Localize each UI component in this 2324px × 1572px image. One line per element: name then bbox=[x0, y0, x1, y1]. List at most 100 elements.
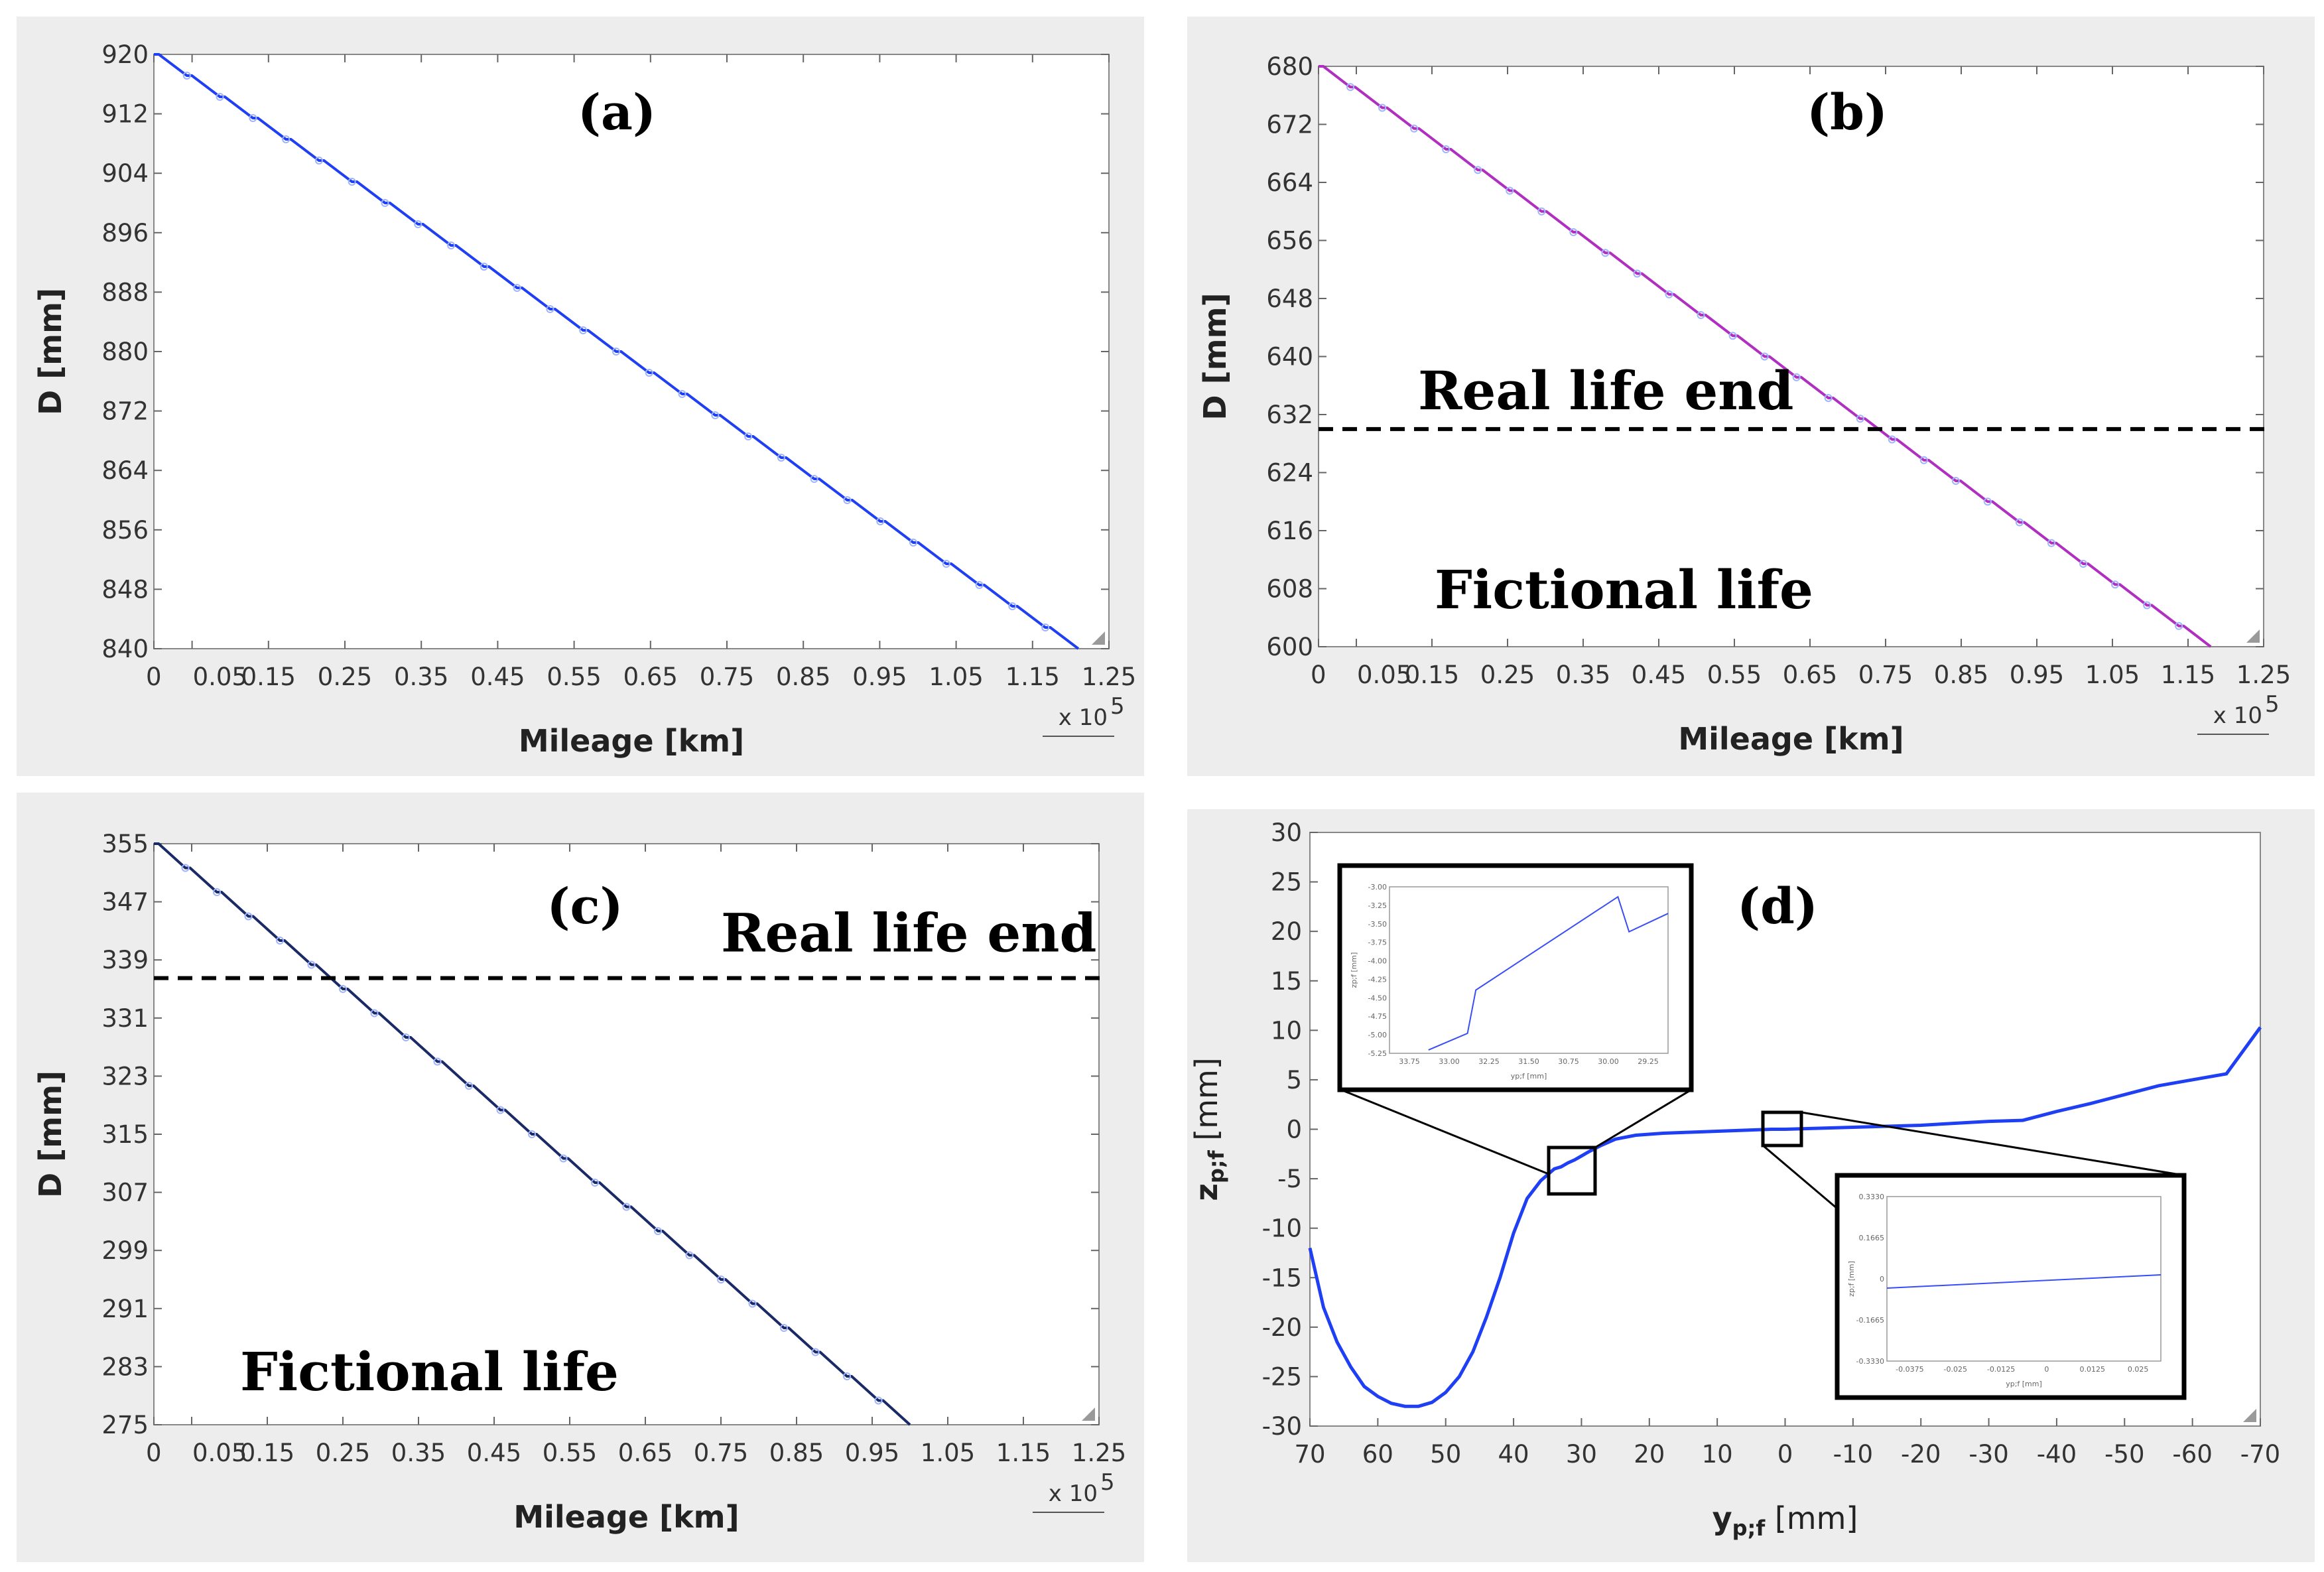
series-marker-a bbox=[744, 432, 753, 440]
y-tick-label: 299 bbox=[101, 1236, 149, 1265]
series-marker-b bbox=[2079, 560, 2088, 568]
x-tick-label: 0.35 bbox=[1556, 661, 1610, 689]
series-marker-b bbox=[1633, 269, 1642, 278]
x-tick-label: 0.65 bbox=[623, 663, 678, 691]
y-tick-label: 896 bbox=[101, 219, 149, 247]
series-marker-b bbox=[1919, 456, 1928, 464]
series-marker-c bbox=[685, 1251, 694, 1260]
series-marker-b bbox=[1951, 477, 1960, 485]
inset-y-tick-label: -0.3330 bbox=[1856, 1357, 1884, 1366]
series-marker-c bbox=[339, 985, 347, 993]
inset-x-axis-label: yp;f [mm] bbox=[2006, 1380, 2042, 1388]
x-tick-label: -70 bbox=[2240, 1440, 2280, 1469]
x-tick-label: 50 bbox=[1430, 1440, 1461, 1469]
series-marker-a bbox=[216, 93, 224, 101]
x-tick-label: 1.15 bbox=[996, 1439, 1051, 1467]
resize-corner-icon bbox=[2246, 629, 2260, 643]
series-marker-c bbox=[307, 960, 316, 969]
inset-2: 0.3330 0.1665 0 -0.1665 -0.3330 -0.0375 -0.025… bbox=[1835, 1173, 2187, 1400]
y-tick-label: 616 bbox=[1266, 517, 1313, 545]
inset-x-tick-label: 30.75 bbox=[1558, 1057, 1579, 1066]
x-tick-label: 0.55 bbox=[547, 663, 601, 691]
series-marker-b bbox=[2047, 539, 2055, 547]
zoom-box-left bbox=[1547, 1146, 1597, 1196]
series-marker-c bbox=[748, 1299, 757, 1308]
x-tick-label: 0.95 bbox=[2010, 661, 2064, 689]
series-marker-b bbox=[1697, 311, 1705, 319]
series-marker-b bbox=[2175, 622, 2183, 630]
x-tick-label: 0.45 bbox=[470, 663, 525, 691]
inset-y-tick-label: -5.25 bbox=[1368, 1049, 1387, 1058]
x-tick-label: 1.15 bbox=[1005, 663, 1060, 691]
series-marker-b bbox=[1378, 103, 1387, 112]
panel-title-a: (a) bbox=[578, 84, 656, 141]
series-marker-b bbox=[1888, 435, 1896, 444]
series-marker-b bbox=[2143, 601, 2152, 610]
series-marker-a bbox=[678, 390, 686, 398]
y-tick-label: 656 bbox=[1266, 227, 1313, 255]
series-marker-c bbox=[465, 1082, 473, 1090]
series-marker-c bbox=[780, 1324, 788, 1332]
series-marker-a bbox=[314, 157, 323, 164]
series-marker-c bbox=[591, 1179, 599, 1187]
real-life-end-label: Real life end bbox=[1418, 360, 1793, 422]
x-multiplier-exponent: 5 bbox=[2265, 691, 2280, 718]
y-tick-label: 664 bbox=[1266, 168, 1313, 197]
x-tick-label: 0.95 bbox=[852, 663, 907, 691]
series-marker-a bbox=[182, 72, 191, 80]
x-tick-label: 0.45 bbox=[467, 1439, 521, 1467]
x-tick-label: 0.25 bbox=[316, 1439, 370, 1467]
y-tick-label: 347 bbox=[101, 888, 149, 917]
inset-1: -3.00 -3.25 -3.50 -3.75 -4.00 -4.25 -4.50 -4.75… bbox=[1337, 863, 1694, 1092]
x-tick-label: 0.25 bbox=[1480, 661, 1535, 689]
y-tick-label: -15 bbox=[1262, 1264, 1302, 1292]
series-marker-c bbox=[433, 1057, 442, 1066]
series-marker-b bbox=[1537, 207, 1546, 216]
y-tick-label: 283 bbox=[101, 1352, 149, 1381]
series-line-c bbox=[154, 842, 911, 1426]
y-tick-label: 331 bbox=[101, 1004, 149, 1033]
y-tick-label: 10 bbox=[1271, 1016, 1302, 1045]
x-tick-label: 70 bbox=[1294, 1440, 1325, 1469]
y-tick-label: 640 bbox=[1266, 343, 1313, 371]
x-tick-label: 1.05 bbox=[921, 1439, 975, 1467]
x-multiplier-exponent: 5 bbox=[1100, 1469, 1115, 1496]
x-tick-label: 40 bbox=[1498, 1440, 1529, 1469]
y-tick-label: 888 bbox=[101, 278, 149, 306]
zoom-connector bbox=[1340, 1088, 1549, 1175]
series-marker-c bbox=[717, 1276, 725, 1283]
x-tick-label: 0.95 bbox=[845, 1439, 899, 1467]
y-tick-label: 680 bbox=[1266, 52, 1313, 81]
inset-x-tick-label: 33.00 bbox=[1439, 1057, 1460, 1066]
series-marker-a bbox=[513, 284, 521, 292]
series-marker-a bbox=[249, 114, 257, 122]
series-marker-a bbox=[909, 539, 918, 547]
x-tick-label: 0.85 bbox=[1934, 661, 1988, 689]
y-axis-label: D [mm] bbox=[32, 288, 68, 415]
panel-title-c: (c) bbox=[547, 878, 623, 935]
y-tick-label: 624 bbox=[1266, 459, 1313, 488]
series-marker-c bbox=[874, 1396, 883, 1405]
inset-y-tick-label: -3.00 bbox=[1368, 883, 1387, 891]
y-tick-label: 323 bbox=[101, 1062, 149, 1090]
inset-y-tick-label: -3.25 bbox=[1368, 901, 1387, 910]
series-marker-a bbox=[381, 199, 389, 207]
y-tick-label: 25 bbox=[1271, 868, 1302, 897]
inset-curve bbox=[1428, 895, 1669, 1051]
series-marker-a bbox=[942, 560, 950, 568]
x-tick-label: 0.15 bbox=[1405, 661, 1459, 689]
y-tick-label: 632 bbox=[1266, 401, 1313, 429]
resize-corner-icon bbox=[2243, 1409, 2256, 1422]
x-tick-label: 1.05 bbox=[929, 663, 983, 691]
series-marker-a bbox=[975, 581, 984, 589]
x-axis-label: Mileage [km] bbox=[519, 723, 744, 759]
x-tick-label: 1.25 bbox=[1072, 1439, 1126, 1467]
series-marker-b bbox=[2015, 518, 2024, 527]
series-marker-b bbox=[1792, 373, 1801, 381]
y-axis-label: D [mm] bbox=[1197, 293, 1233, 420]
y-tick-label: 600 bbox=[1266, 633, 1313, 661]
series-marker-a bbox=[546, 305, 554, 313]
y-tick-label: 30 bbox=[1271, 819, 1302, 847]
